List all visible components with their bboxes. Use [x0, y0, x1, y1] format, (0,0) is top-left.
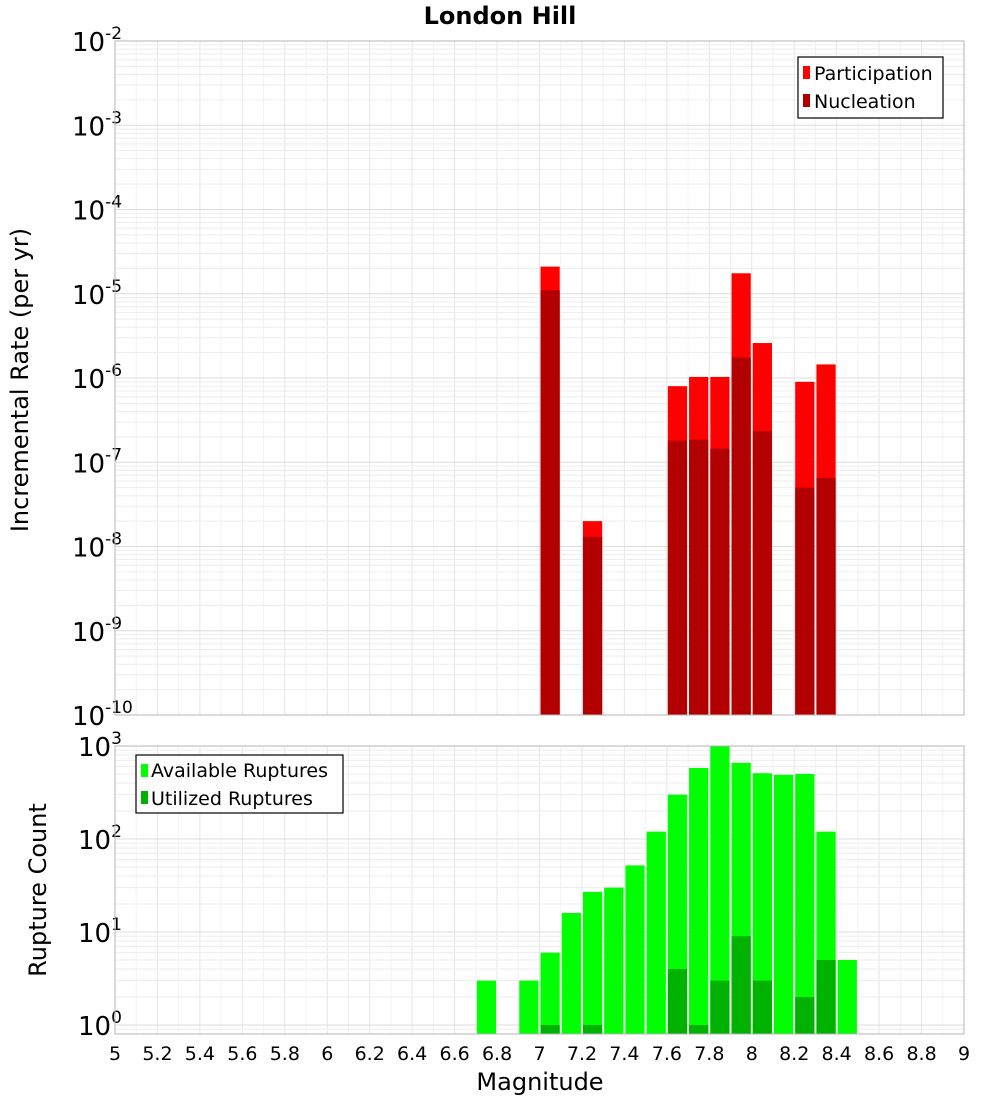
bottom-y-axis-label: Rupture Count	[24, 803, 52, 977]
count-bar-primary	[625, 865, 645, 1034]
x-tick-label: 7.8	[694, 1043, 724, 1065]
rate-bar-secondary	[689, 439, 709, 715]
x-tick-label: 6.8	[482, 1043, 512, 1065]
count-bar-primary	[837, 959, 857, 1034]
count-bar-secondary	[752, 980, 772, 1034]
count-bar-secondary	[816, 959, 836, 1034]
count-bar-primary	[646, 831, 666, 1034]
count-bar-primary	[561, 913, 581, 1034]
x-tick-label: 6.6	[439, 1043, 469, 1065]
count-bar-primary	[689, 768, 709, 1034]
x-tick-label: 8.6	[864, 1043, 894, 1065]
x-tick-label: 5.4	[185, 1043, 215, 1065]
rate-bar-secondary	[752, 430, 772, 715]
rate-bar-secondary	[731, 357, 751, 715]
x-tick-label: 7	[533, 1043, 545, 1065]
top-y-axis-label: Incremental Rate (per yr)	[6, 228, 34, 532]
x-tick-label: 5.8	[270, 1043, 300, 1065]
top-plot-border	[114, 40, 965, 716]
top-legend-box	[797, 56, 944, 119]
count-bar-secondary	[710, 980, 730, 1034]
x-tick-labels: 5 5.2 5.4 5.6 5.8 6 6.2 6.4 6.6 6.8 7 7.2 7.4 7.6 7.8 8…	[109, 1043, 970, 1065]
x-tick-label: 8.2	[779, 1043, 809, 1065]
chart-title: London Hill	[424, 2, 577, 30]
x-axis-label: Magnitude	[476, 1068, 603, 1096]
legend-swatch-participation	[803, 66, 810, 79]
top-bars	[540, 266, 836, 715]
count-bar-secondary	[795, 996, 815, 1034]
legend-label-participation: Participation	[814, 63, 933, 85]
rate-bar-secondary	[667, 440, 688, 715]
x-tick-label: 5	[109, 1043, 121, 1065]
rate-bar-secondary	[582, 536, 603, 715]
legend-swatch-nucleation	[803, 94, 810, 107]
legend-label-utilized: Utilized Ruptures	[151, 788, 313, 810]
x-tick-label: 9	[958, 1043, 970, 1065]
count-bar-primary	[710, 746, 730, 1034]
bottom-legend: Available Ruptures Utilized Ruptures	[135, 754, 344, 814]
bottom-legend-box	[135, 754, 344, 814]
x-tick-label: 7.4	[609, 1043, 639, 1065]
x-tick-label: 7.6	[652, 1043, 682, 1065]
bottom-plot-border	[114, 745, 965, 1035]
count-bar-primary	[773, 774, 794, 1034]
rate-bar-secondary	[816, 478, 836, 715]
x-tick-label: 6.4	[397, 1043, 427, 1065]
rate-bar-secondary	[795, 487, 815, 715]
x-tick-label: 7.2	[567, 1043, 597, 1065]
x-tick-label: 8	[746, 1043, 758, 1065]
top-legend: Participation Nucleation	[797, 56, 944, 119]
count-bar-primary	[519, 980, 539, 1034]
x-tick-label: 6	[321, 1043, 333, 1065]
count-bar-primary	[752, 773, 772, 1034]
legend-label-available: Available Ruptures	[151, 760, 328, 782]
count-bar-primary	[476, 980, 497, 1034]
x-tick-label: 8.8	[906, 1043, 936, 1065]
y-tick-label: 10-4	[72, 193, 122, 227]
count-bar-secondary	[667, 968, 688, 1034]
count-bar-secondary	[731, 936, 751, 1034]
legend-swatch-utilized	[141, 791, 148, 804]
rate-bar-secondary	[710, 448, 730, 715]
count-bar-secondary	[689, 1024, 709, 1034]
bottom-bars	[476, 746, 857, 1034]
x-tick-label: 5.6	[227, 1043, 257, 1065]
count-bar-secondary	[540, 1024, 560, 1034]
rate-bar-secondary	[540, 290, 560, 715]
x-tick-label: 6.2	[355, 1043, 385, 1065]
count-bar-primary	[582, 891, 603, 1034]
count-bar-primary	[604, 887, 624, 1034]
count-bar-secondary	[582, 1024, 603, 1034]
legend-swatch-available	[141, 764, 148, 777]
count-bar-primary	[540, 952, 560, 1034]
legend-label-nucleation: Nucleation	[814, 91, 916, 113]
x-tick-label: 5.2	[142, 1043, 172, 1065]
top-grid	[114, 40, 965, 716]
x-tick-label: 8.4	[822, 1043, 852, 1065]
count-bar-primary	[795, 773, 815, 1034]
